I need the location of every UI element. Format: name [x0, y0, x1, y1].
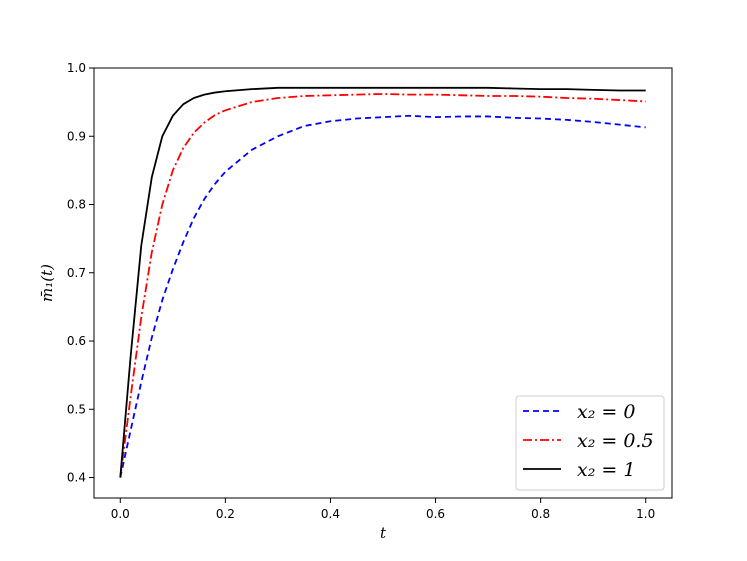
series-line-1 [119, 93, 646, 478]
y-tick-label: 0.5 [67, 402, 86, 416]
legend-label-x2-0: x₂ = 0 [577, 401, 635, 423]
plot-area [119, 86, 646, 478]
y-tick-label: 1.0 [67, 61, 86, 75]
y-axis-label: m̄₁(t) [38, 264, 56, 302]
axes-frame [93, 67, 673, 499]
x-tick-label: 1.0 [636, 507, 655, 521]
legend-label-x2-1: x₂ = 1 [577, 459, 635, 481]
series-line-2 [119, 86, 646, 478]
legend: x₂ = 0 x₂ = 0.5 x₂ = 1 [515, 395, 665, 491]
x-tick-label: 0.2 [216, 507, 235, 521]
tick-layer: 0.0 0.2 0.4 0.6 0.8 1.0 0.4 0.5 0.6 0.7 0.8 0.9 1.0 [67, 61, 655, 521]
x-tick-label: 0.6 [426, 507, 445, 521]
series-line-0 [119, 114, 646, 478]
x-tick-label: 0.8 [531, 507, 550, 521]
y-tick-label: 0.4 [67, 471, 86, 485]
legend-label-x2-0-5: x₂ = 0.5 [577, 430, 654, 452]
y-tick-label: 0.7 [67, 266, 86, 280]
y-tick-label: 0.8 [67, 198, 86, 212]
legend-box [515, 395, 665, 491]
x-tick-label: 0.0 [111, 507, 130, 521]
y-tick-label: 0.6 [67, 334, 86, 348]
x-tick-label: 0.4 [321, 507, 340, 521]
x-axis-label: t [380, 524, 387, 542]
y-tick-label: 0.9 [67, 129, 86, 143]
